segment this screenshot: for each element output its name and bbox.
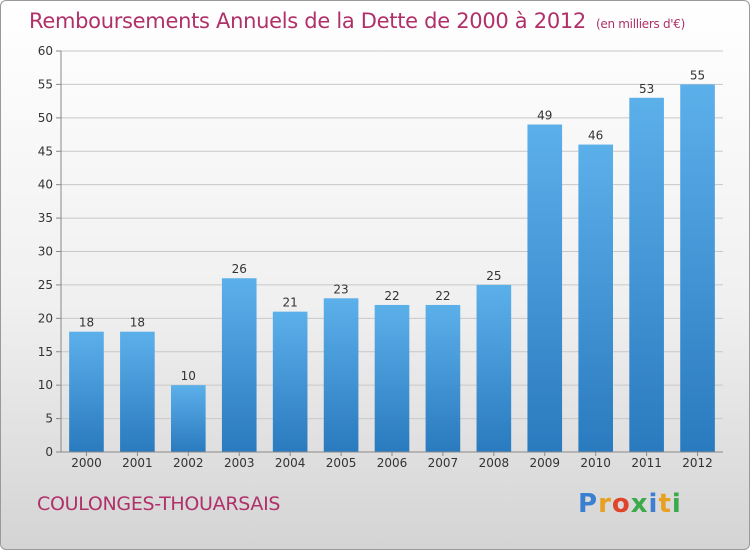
proxiti-logo[interactable]: Proxiti bbox=[578, 489, 682, 519]
x-tick-label: 2002 bbox=[173, 456, 204, 470]
bar-2009[interactable] bbox=[527, 124, 563, 453]
bar-2010[interactable] bbox=[578, 144, 614, 453]
x-tick-label: 2007 bbox=[428, 456, 459, 470]
bar-2006[interactable] bbox=[374, 304, 410, 452]
bar-2004[interactable] bbox=[272, 311, 308, 452]
y-tick-label: 0 bbox=[45, 445, 53, 459]
data-label: 23 bbox=[333, 282, 348, 296]
y-tick-label: 20 bbox=[38, 311, 53, 325]
data-label: 22 bbox=[435, 289, 450, 303]
data-label: 46 bbox=[588, 129, 603, 143]
logo-letter: t bbox=[658, 489, 672, 519]
logo-letter: x bbox=[630, 489, 649, 519]
x-tick-label: 2009 bbox=[529, 456, 560, 470]
x-tick-label: 2012 bbox=[682, 456, 713, 470]
y-tick-label: 15 bbox=[38, 345, 53, 359]
y-tick-label: 40 bbox=[38, 178, 53, 192]
x-tick-label: 2008 bbox=[479, 456, 510, 470]
chart-title: Remboursements Annuels de la Dette de 20… bbox=[29, 9, 685, 33]
y-tick-label: 5 bbox=[45, 412, 53, 426]
y-tick-label: 30 bbox=[38, 245, 53, 259]
logo-letter: r bbox=[598, 489, 612, 519]
y-tick-label: 50 bbox=[38, 111, 53, 125]
x-tick-label: 2001 bbox=[122, 456, 153, 470]
data-label: 25 bbox=[486, 269, 501, 283]
logo-letter: o bbox=[611, 489, 631, 519]
logo-letter: i bbox=[648, 489, 659, 519]
y-tick-label: 60 bbox=[38, 44, 53, 58]
bar-2007[interactable] bbox=[425, 304, 461, 452]
bar-2000[interactable] bbox=[69, 331, 104, 452]
chart-title-text: Remboursements Annuels de la Dette de 20… bbox=[29, 9, 586, 33]
bar-2003[interactable] bbox=[221, 278, 257, 452]
data-label: 22 bbox=[384, 289, 399, 303]
data-label: 26 bbox=[232, 262, 247, 276]
x-tick-label: 2003 bbox=[224, 456, 255, 470]
data-label: 10 bbox=[181, 369, 196, 383]
logo-letter: i bbox=[671, 489, 682, 519]
x-tick-label: 2006 bbox=[377, 456, 408, 470]
y-tick-label: 55 bbox=[38, 77, 53, 91]
data-label: 53 bbox=[639, 82, 654, 96]
logo-letter: P bbox=[578, 489, 599, 519]
data-label: 21 bbox=[283, 296, 298, 310]
bar-2002[interactable] bbox=[170, 385, 206, 452]
y-tick-label: 45 bbox=[38, 144, 53, 158]
x-tick-label: 2005 bbox=[326, 456, 357, 470]
x-tick-label: 2004 bbox=[275, 456, 306, 470]
y-tick-label: 25 bbox=[38, 278, 53, 292]
bar-2012[interactable] bbox=[680, 84, 715, 453]
data-label: 18 bbox=[130, 316, 145, 330]
y-tick-label: 35 bbox=[38, 211, 53, 225]
data-label: 55 bbox=[690, 68, 705, 82]
bar-2005[interactable] bbox=[323, 298, 359, 452]
bar-2001[interactable] bbox=[120, 331, 155, 452]
bar-2008[interactable] bbox=[476, 284, 512, 452]
place-name: COULONGES-THOUARSAIS bbox=[37, 493, 281, 515]
x-tick-label: 2011 bbox=[631, 456, 662, 470]
x-tick-label: 2010 bbox=[580, 456, 611, 470]
chart-subtitle: (en milliers d'€) bbox=[596, 17, 686, 31]
bar-2011[interactable] bbox=[629, 97, 664, 453]
x-tick-label: 2000 bbox=[71, 456, 102, 470]
data-label: 18 bbox=[79, 316, 94, 330]
y-tick-label: 10 bbox=[38, 378, 53, 392]
data-label: 49 bbox=[537, 109, 552, 123]
